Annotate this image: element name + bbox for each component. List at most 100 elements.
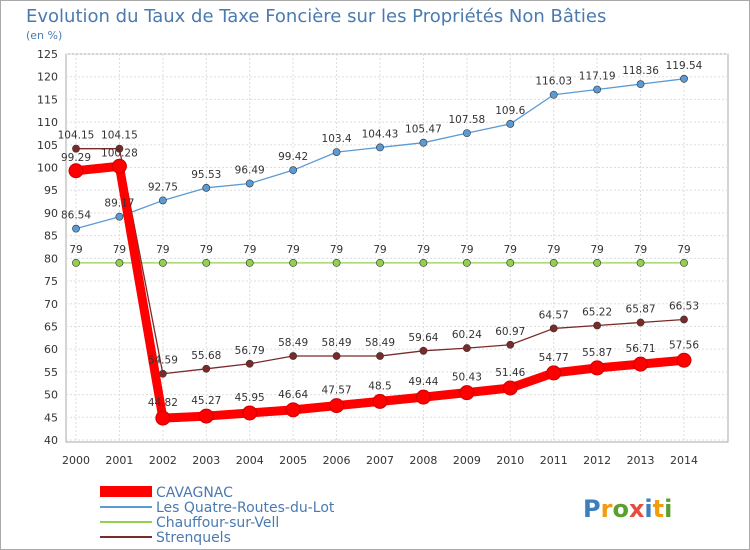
y-tick-label: 105	[37, 139, 58, 152]
data-point	[115, 212, 124, 221]
data-point	[115, 258, 124, 267]
data-point	[158, 196, 167, 205]
data-label: 79	[373, 244, 386, 256]
data-point	[506, 258, 515, 267]
data-label: 59.64	[408, 332, 438, 344]
x-tick-label: 2006	[323, 454, 351, 467]
chart-ylabel: (en %)	[26, 29, 62, 42]
data-point	[593, 321, 602, 330]
series-layer	[68, 74, 692, 426]
data-point	[198, 408, 214, 424]
data-point	[332, 258, 341, 267]
data-label: 104.43	[362, 128, 399, 140]
data-point	[415, 389, 431, 405]
data-point	[546, 365, 562, 381]
data-point	[636, 258, 645, 267]
data-label: 79	[417, 244, 430, 256]
data-point	[68, 163, 84, 179]
data-point	[245, 359, 254, 368]
data-point	[589, 360, 605, 376]
data-point	[376, 352, 384, 360]
chart-title: Evolution du Taux de Taxe Foncière sur l…	[26, 6, 606, 27]
data-point	[636, 318, 645, 327]
data-point	[419, 258, 428, 267]
data-label: 56.79	[235, 345, 265, 357]
data-label: 99.42	[278, 151, 308, 163]
x-tick-label: 2014	[670, 454, 698, 467]
x-tick-label: 2013	[627, 454, 655, 467]
data-label: 79	[243, 244, 256, 256]
data-point	[462, 258, 471, 267]
data-point	[593, 258, 602, 267]
data-label: 79	[590, 244, 603, 256]
x-tick-label: 2007	[366, 454, 394, 467]
data-label: 55.87	[582, 347, 612, 359]
y-tick-label: 120	[37, 71, 58, 84]
x-tick-label: 2002	[149, 454, 177, 467]
data-point	[158, 369, 167, 378]
data-label: 60.97	[495, 326, 525, 338]
data-label: 49.44	[408, 376, 438, 388]
data-label: 79	[69, 244, 82, 256]
y-tick-label: 95	[44, 184, 58, 197]
data-label: 45.95	[235, 392, 265, 404]
data-label: 79	[200, 244, 213, 256]
data-point	[242, 405, 258, 421]
data-point	[289, 352, 298, 360]
y-tick-label: 100	[37, 162, 58, 175]
label-layer: 99.29 100.28 44.82 45.27 45.95 46.64 47.57 48.5…	[58, 60, 703, 409]
data-label: 105.47	[405, 124, 442, 136]
data-label: 99.29	[61, 152, 91, 164]
legend-label: Chauffour-sur-Vell	[156, 515, 279, 531]
data-label: 47.57	[322, 385, 352, 397]
data-point	[549, 258, 558, 267]
y-tick-label: 60	[44, 343, 58, 356]
data-point	[506, 120, 515, 128]
proxiti-logo-text: Proxiti	[583, 495, 672, 523]
data-point	[202, 364, 211, 373]
data-label: 57.56	[669, 339, 699, 351]
data-point	[680, 315, 688, 324]
data-label: 100.28	[101, 147, 138, 159]
data-point	[676, 352, 692, 368]
data-point	[72, 224, 80, 233]
data-label: 95.53	[191, 169, 221, 181]
data-point	[332, 352, 341, 360]
data-point	[459, 385, 475, 401]
data-point	[155, 410, 171, 426]
data-label: 79	[330, 244, 343, 256]
data-label: 96.49	[235, 164, 265, 176]
data-point	[72, 144, 80, 153]
data-label: 51.46	[495, 367, 525, 379]
data-point	[245, 179, 254, 188]
data-label: 65.87	[626, 304, 656, 316]
y-tick-label: 125	[37, 48, 58, 61]
data-point	[593, 85, 602, 94]
data-point	[332, 148, 341, 156]
data-point	[202, 258, 211, 267]
y-tick-label: 45	[44, 411, 58, 424]
legend-label: Les Quatre-Routes-du-Lot	[156, 500, 335, 516]
data-point	[158, 258, 167, 267]
data-point	[111, 158, 127, 174]
data-point	[376, 143, 384, 152]
data-point	[285, 402, 301, 418]
data-point	[506, 340, 515, 349]
data-label: 58.49	[322, 337, 352, 349]
legend-label: CAVAGNAC	[156, 485, 233, 501]
data-label: 50.43	[452, 372, 482, 384]
x-tick-label: 2008	[409, 454, 437, 467]
data-label: 44.82	[148, 397, 178, 409]
data-label: 89.17	[104, 198, 134, 210]
y-tick-label: 85	[44, 230, 58, 243]
data-point	[289, 166, 298, 175]
data-label: 66.53	[669, 301, 699, 313]
data-point	[245, 258, 254, 267]
x-tick-label: 2003	[192, 454, 220, 467]
data-label: 118.36	[622, 65, 659, 77]
data-label: 46.64	[278, 389, 308, 401]
grid-layer	[65, 53, 729, 443]
data-label: 119.54	[666, 60, 703, 72]
data-point	[329, 398, 345, 414]
